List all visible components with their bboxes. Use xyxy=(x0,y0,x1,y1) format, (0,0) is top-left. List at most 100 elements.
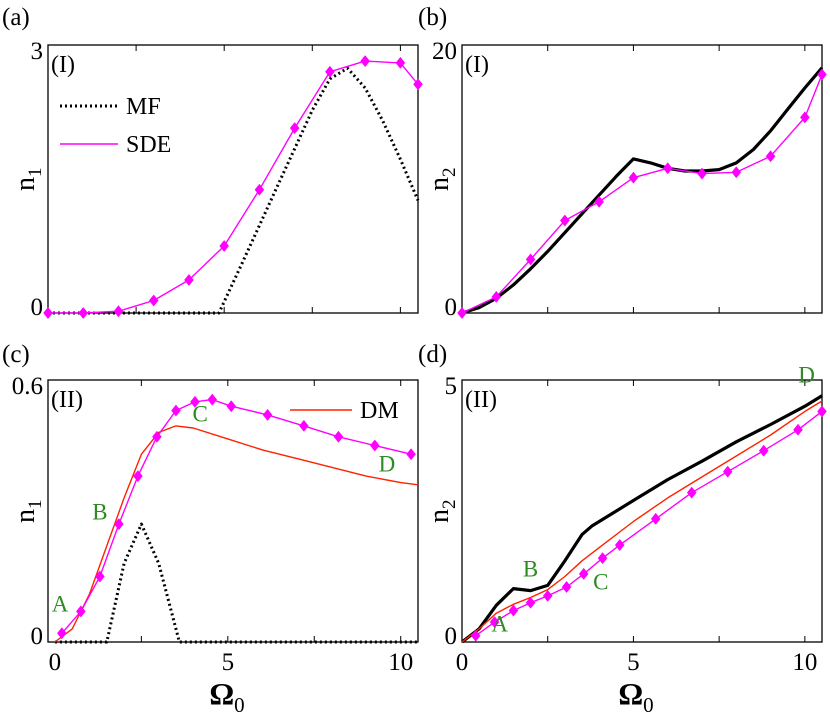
sde-marker xyxy=(457,306,467,320)
panel-label: (b) xyxy=(418,4,447,31)
sde-marker xyxy=(43,306,53,320)
legend-label: DM xyxy=(360,398,399,424)
sde-marker xyxy=(360,55,370,68)
sde-marker xyxy=(254,183,265,196)
sde-marker xyxy=(594,195,604,208)
point-label-b: B xyxy=(523,557,538,582)
regime-label: (I) xyxy=(51,52,75,78)
regime-label: (II) xyxy=(51,387,83,413)
series-line-mf xyxy=(462,394,823,644)
legend-label: MF xyxy=(126,94,161,120)
sde-marker xyxy=(406,448,416,461)
series-line-sde xyxy=(48,60,419,314)
point-label-c: C xyxy=(192,401,207,426)
series-line-sde xyxy=(462,74,823,314)
sde-marker xyxy=(184,273,194,286)
series-line-dm xyxy=(462,400,823,643)
x-axis-label: Ω0 xyxy=(618,676,653,717)
regime-label: (II) xyxy=(465,387,497,413)
sde-marker xyxy=(226,400,237,413)
panel-label: (d) xyxy=(418,341,447,368)
sde-marker xyxy=(765,150,776,163)
sde-marker xyxy=(114,518,124,531)
sde-marker xyxy=(560,214,570,227)
sde-marker xyxy=(697,167,707,180)
sde-marker xyxy=(299,419,309,432)
sde-marker xyxy=(650,512,661,525)
sde-marker xyxy=(614,539,625,552)
axes-frame xyxy=(47,379,419,643)
y-axis-label: n1 xyxy=(10,500,46,524)
y-tick-label: 0 xyxy=(31,294,44,321)
sde-marker xyxy=(113,305,124,318)
x-tick-label: 5 xyxy=(222,649,235,676)
panel-label: (c) xyxy=(2,341,30,368)
sde-marker xyxy=(686,486,697,499)
sde-marker xyxy=(491,290,502,303)
sde-marker xyxy=(525,253,536,266)
sde-marker xyxy=(508,604,519,617)
axes-frame xyxy=(461,44,823,314)
sde-marker xyxy=(758,444,769,457)
sde-marker xyxy=(413,78,423,91)
legend-label: SDE xyxy=(126,132,171,158)
sde-marker xyxy=(542,589,553,602)
sde-marker xyxy=(289,122,300,135)
sde-marker xyxy=(597,552,608,565)
sde-marker xyxy=(171,404,181,417)
sde-marker xyxy=(489,616,500,629)
point-label-d: D xyxy=(798,363,815,388)
sde-marker xyxy=(78,306,89,320)
sde-marker xyxy=(152,430,162,443)
sde-marker xyxy=(95,570,105,583)
sde-marker xyxy=(395,56,406,69)
sde-marker xyxy=(190,395,200,408)
sde-marker xyxy=(722,465,733,478)
sde-marker xyxy=(561,580,572,594)
x-tick-label: 10 xyxy=(792,649,817,676)
sde-marker xyxy=(817,68,827,81)
sde-marker xyxy=(793,423,803,436)
regime-label: (I) xyxy=(465,52,489,78)
sde-marker xyxy=(662,162,673,175)
series-line-mf xyxy=(48,66,420,315)
point-label-c: C xyxy=(593,570,608,595)
series-line-dm xyxy=(54,425,419,643)
y-tick-label: 5 xyxy=(445,373,458,400)
sde-marker xyxy=(578,567,589,580)
sde-marker xyxy=(817,405,827,418)
x-tick-label: 0 xyxy=(49,649,62,676)
x-tick-label: 5 xyxy=(627,649,640,676)
y-tick-label: 3 xyxy=(31,38,44,65)
sde-marker xyxy=(76,605,86,618)
y-axis-label: n1 xyxy=(10,168,46,192)
sde-marker xyxy=(57,627,67,640)
panel-c: (c) (II) 0 0.6 0 5 10 n1 Ω0 DM A B C D xyxy=(2,341,419,717)
point-label-d: D xyxy=(379,452,396,477)
panel-b: (b) (I) 0 20 n2 xyxy=(418,4,827,321)
panel-label: (a) xyxy=(2,4,30,31)
series-line-sde xyxy=(61,398,412,634)
y-tick-label: 0 xyxy=(31,623,44,650)
sde-marker xyxy=(628,171,639,184)
panel-a: (a) (I) 0 3 n1 MF SDE xyxy=(2,4,423,321)
x-tick-label: 10 xyxy=(388,649,413,676)
sde-marker xyxy=(470,629,481,642)
series-line-mf xyxy=(54,522,418,644)
y-tick-label: 0 xyxy=(445,623,458,650)
point-label-a: A xyxy=(491,612,508,637)
x-axis-label: Ω0 xyxy=(209,676,244,717)
y-tick-label: 0.6 xyxy=(12,373,43,400)
sde-marker xyxy=(148,294,159,307)
axes-frame xyxy=(47,44,419,314)
sde-marker xyxy=(133,470,143,483)
sde-marker xyxy=(800,111,810,124)
sde-marker xyxy=(369,439,380,452)
panel-d: (d) (II) 0 5 0 5 10 n2 Ω0 A B C D xyxy=(418,341,827,717)
sde-marker xyxy=(525,596,536,609)
series-line-mf xyxy=(462,66,824,315)
sde-marker xyxy=(333,430,344,443)
axes-frame xyxy=(461,379,823,643)
y-tick-label: 0 xyxy=(445,294,458,321)
point-label-b: B xyxy=(92,500,107,525)
